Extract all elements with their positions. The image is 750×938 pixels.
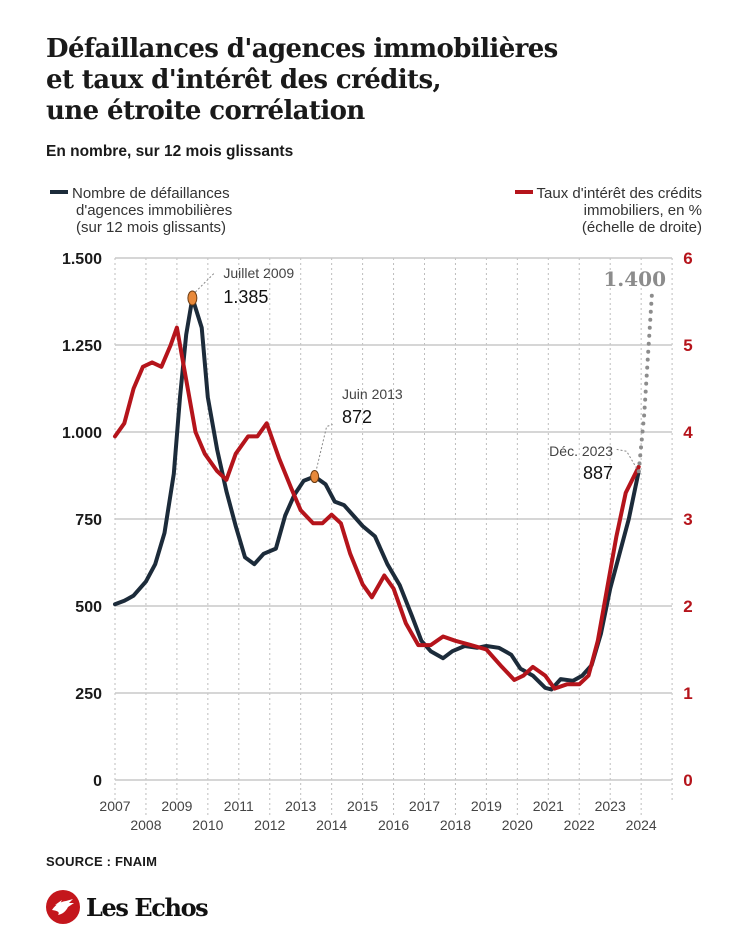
x-axis-tick-label: 2020 xyxy=(502,817,533,833)
title-line-1: Défaillances d'agences immobilières xyxy=(46,34,558,64)
legend-taux: Taux d'intérêt des crédits immobiliers, … xyxy=(514,185,702,236)
peak-marker xyxy=(187,290,198,306)
annotation-label: Juillet 2009 xyxy=(223,265,294,281)
x-axis-tick-label: 2015 xyxy=(347,798,378,814)
x-axis-tick-label: 2009 xyxy=(161,798,192,814)
pegasus-logo-icon xyxy=(46,890,80,924)
chart-title: Défaillances d'agences immobilières et t… xyxy=(46,34,726,127)
annotations: Juillet 2009 1.385 Juin 2013 872 Déc. 2023 88… xyxy=(187,265,666,484)
left-axis-tick-label: 750 xyxy=(75,512,102,529)
source-note: SOURCE : FNAIM xyxy=(46,854,158,869)
legend-left-line-2: d'agences immobilières xyxy=(76,202,233,219)
legend-left-line-1: Nombre de défaillances xyxy=(72,185,230,202)
right-axis-tick-label: 0 xyxy=(683,771,692,790)
annotation-value: 872 xyxy=(342,407,372,427)
right-axis-tick-label: 3 xyxy=(683,510,692,529)
x-axis-tick-label: 2012 xyxy=(254,817,285,833)
x-axis-tick-label: 2024 xyxy=(626,817,657,833)
annotation-label: Déc. 2023 xyxy=(549,443,613,459)
x-axis-tick-label: 2023 xyxy=(595,798,626,814)
annotation-value: 887 xyxy=(583,463,613,483)
series-lines xyxy=(113,290,654,692)
legend-swatch-defaillances xyxy=(50,190,68,195)
right-axis-tick-label: 6 xyxy=(683,249,692,268)
annotation-leader xyxy=(316,424,333,469)
x-axis-tick-label: 2016 xyxy=(378,817,409,833)
right-axis-tick-label: 1 xyxy=(683,684,692,703)
left-axis-tick-label: 500 xyxy=(75,599,102,616)
brand-logo: Les Echos xyxy=(46,890,209,924)
x-axis-tick-label: 2014 xyxy=(316,817,347,833)
x-axis-tick-label: 2011 xyxy=(224,798,254,814)
x-axis-tick-label: 2007 xyxy=(99,798,130,814)
taux-line xyxy=(113,325,641,691)
title-line-2: et taux d'intérêt des crédits, xyxy=(46,65,442,95)
left-axis-ticks: 0 250 500 750 1.000 1.250 1.500 xyxy=(62,251,102,790)
title-line-3: une étroite corrélation xyxy=(46,96,365,126)
projection-line xyxy=(636,290,654,474)
defaillances-line xyxy=(113,296,641,692)
x-axis-tick-label: 2019 xyxy=(471,798,502,814)
x-axis-tick-label: 2017 xyxy=(409,798,440,814)
right-axis-tick-label: 4 xyxy=(683,423,693,442)
left-axis-tick-label: 1.000 xyxy=(62,425,102,442)
legend-swatch-taux xyxy=(514,190,533,195)
right-axis-tick-label: 5 xyxy=(683,336,692,355)
legend-left-line-3: (sur 12 mois glissants) xyxy=(76,219,227,236)
annotation-leader xyxy=(195,272,215,293)
x-axis-tick-label: 2013 xyxy=(285,798,316,814)
horizontal-gridlines xyxy=(115,257,672,781)
x-axis-tick-label: 2022 xyxy=(564,817,595,833)
vertical-gridlines xyxy=(114,258,673,815)
x-axis-tick-label: 2018 xyxy=(440,817,471,833)
left-axis-tick-label: 0 xyxy=(93,773,102,790)
chart-subtitle: En nombre, sur 12 mois glissants xyxy=(46,143,294,160)
legend-right-line-1: Taux d'intérêt des crédits xyxy=(536,185,702,202)
annotation-leader xyxy=(616,448,638,469)
x-axis-tick-label: 2010 xyxy=(192,817,223,833)
legend-defaillances: Nombre de défaillances d'agences immobil… xyxy=(50,185,232,236)
x-axis-tick-label: 2008 xyxy=(130,817,161,833)
x-axis-ticks: 2007 2009 2011 2013 2015 2017 2019 2021 2023 2008… xyxy=(99,798,657,833)
left-axis-tick-label: 1.500 xyxy=(62,251,102,268)
right-axis-tick-label: 2 xyxy=(683,597,692,616)
x-axis-tick-label: 2021 xyxy=(533,798,564,814)
annotation-value: 1.385 xyxy=(223,287,268,307)
left-axis-tick-label: 1.250 xyxy=(62,338,102,355)
left-axis-tick-label: 250 xyxy=(75,686,102,703)
right-axis-ticks: 0 1 2 3 4 5 6 xyxy=(683,249,693,790)
brand-name: Les Echos xyxy=(86,892,209,922)
projection-value-label: 1.400 xyxy=(603,267,666,291)
legend-right-line-3: (échelle de droite) xyxy=(581,219,702,236)
peak-marker xyxy=(310,470,320,484)
legend-right-line-2: immobiliers, en % xyxy=(583,202,702,219)
annotation-label: Juin 2013 xyxy=(342,386,403,402)
